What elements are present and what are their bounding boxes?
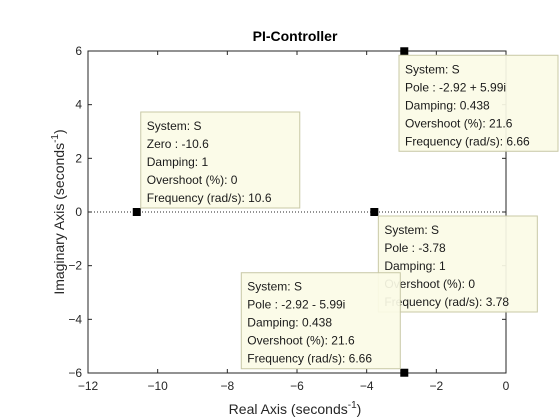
y-tick-label: −2 — [68, 259, 82, 273]
datatip-line: Overshoot (%): 21.6 — [247, 334, 355, 348]
x-tick-label: −6 — [290, 379, 304, 393]
datatip-box — [377, 215, 538, 313]
datatip-line: Overshoot (%): 21.6 — [405, 116, 513, 130]
x-tick-label: −4 — [360, 379, 374, 393]
datatip-line: Zero : -10.6 — [147, 137, 209, 151]
datatip-line: Pole : -2.92 + 5.99i — [405, 80, 506, 94]
datatip-line: Frequency (rad/s): 10.6 — [147, 191, 272, 205]
datatip-box — [240, 272, 401, 370]
datatip-line: Frequency (rad/s): 3.78 — [384, 295, 509, 309]
zero-marker[interactable] — [132, 208, 141, 216]
datatip-line: Damping: 1 — [384, 259, 446, 273]
datatip-box — [398, 54, 559, 152]
y-axis-label: Imaginary Axis (seconds-1) — [50, 129, 67, 294]
datatips: System: S Zero : -10.6 Damping: 1 Overshoot… — [140, 54, 559, 370]
x-tick-label: −8 — [220, 379, 234, 393]
datatip-line: Pole : -2.92 - 5.99i — [247, 298, 345, 312]
pole-marker[interactable] — [400, 368, 409, 377]
datatip-line: Overshoot (%): 0 — [147, 173, 238, 187]
datatip-line: System: S — [384, 223, 439, 237]
datatip-line: System: S — [247, 280, 302, 294]
y-tick-label: −4 — [68, 312, 82, 326]
datatip-line: Frequency (rad/s): 6.66 — [247, 352, 372, 366]
datatip-line: System: S — [405, 62, 460, 76]
y-tick-label: 4 — [75, 98, 82, 112]
markers — [132, 47, 409, 377]
x-tick-label: −12 — [78, 379, 99, 393]
x-tick-label: −2 — [429, 379, 443, 393]
y-tick-label: 2 — [75, 151, 82, 165]
datatip-line: Frequency (rad/s): 6.66 — [405, 134, 530, 148]
datatip-line: Damping: 0.438 — [405, 98, 490, 112]
y-tick-label: 6 — [75, 44, 82, 58]
x-tick-label: 0 — [503, 379, 510, 393]
chart-title: PI-Controller — [253, 28, 338, 44]
datatip[interactable]: System: S Pole : -2.92 - 5.99i Damping: 0.… — [240, 272, 401, 370]
datatip[interactable]: System: S Zero : -10.6 Damping: 1 Overshoot… — [140, 111, 301, 209]
datatip-box — [140, 111, 301, 209]
x-axis-label: Real Axis (seconds-1) — [229, 400, 362, 417]
pole-marker[interactable] — [370, 208, 379, 216]
datatip-line: Damping: 0.438 — [247, 316, 332, 330]
y-tick-label: 0 — [75, 205, 82, 219]
x-axis-ticks: −12 −10 −8 −6 −4 −2 0 — [78, 51, 510, 393]
datatip-line: Pole : -3.78 — [384, 241, 446, 255]
datatip-line: System: S — [147, 119, 202, 133]
datatip[interactable]: System: S Pole : -2.92 + 5.99i Damping: 0.… — [398, 54, 559, 152]
datatip-line: Damping: 1 — [147, 155, 209, 169]
x-tick-label: −10 — [147, 379, 168, 393]
datatip[interactable]: System: S Pole : -3.78 Damping: 1 Overshoot… — [377, 215, 538, 313]
pole-marker[interactable] — [400, 47, 409, 56]
y-tick-label: −6 — [68, 366, 82, 380]
datatip-line: Overshoot (%): 0 — [384, 277, 475, 291]
